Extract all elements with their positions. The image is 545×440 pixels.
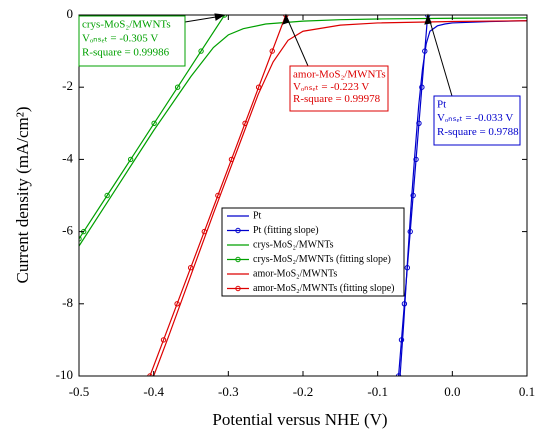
annotation-line: crys-MoS₂/MWNTs	[82, 19, 171, 31]
x-tick-label: -0.4	[143, 384, 164, 399]
data-point	[127, 156, 134, 163]
annotation-line: Pt	[437, 99, 446, 111]
data-point	[401, 301, 408, 307]
legend-marker	[235, 256, 241, 263]
y-tick-label: -10	[56, 367, 73, 382]
y-tick-label: -6	[62, 223, 73, 238]
data-point	[228, 156, 235, 163]
data-point	[413, 156, 419, 163]
data-point	[404, 265, 411, 271]
legend-label: crys-MoS₂/MWNTs (fitting slope)	[253, 254, 391, 265]
data-point	[255, 84, 262, 90]
data-point	[160, 337, 167, 343]
legend-label: Pt (fitting slope)	[253, 225, 319, 236]
annotation-line: R-square = 0.99978	[293, 93, 381, 105]
x-tick-label: -0.5	[69, 384, 90, 399]
data-point	[242, 120, 248, 127]
data-point	[198, 48, 204, 54]
annotation-line: R-square = 0.9788	[437, 126, 519, 138]
legend-marker	[235, 227, 241, 234]
legend-box	[221, 207, 405, 297]
series-line	[153, 20, 527, 376]
series-line	[79, 15, 226, 240]
data-point	[410, 192, 416, 199]
y-tick-label: -2	[62, 78, 73, 93]
x-tick-label: -0.3	[218, 384, 239, 399]
annotation-line: Vₒₙₛₑₜ = -0.305 V	[82, 33, 158, 45]
data-point	[174, 84, 181, 90]
data-point	[215, 192, 221, 199]
legend-label: crys-MoS₂/MWNTs	[253, 239, 334, 250]
x-tick-label: 0.1	[519, 384, 535, 399]
data-point	[398, 337, 405, 343]
data-point	[419, 84, 425, 90]
annotation-arrows	[184, 13, 453, 97]
data-point	[201, 228, 207, 235]
legend-label: amor-MoS₂/MWNTs (fitting slope)	[253, 283, 394, 294]
data-point	[151, 120, 157, 127]
legend: Pt Pt (fitting slope) crys-MoS₂/MWNTs crys-…	[221, 207, 405, 297]
data-point	[104, 192, 110, 199]
annotation-box	[433, 95, 521, 146]
x-tick-label: -0.2	[293, 384, 314, 399]
data-point	[188, 265, 194, 271]
y-tick-label: -4	[62, 150, 73, 165]
x-tick-label: 0.0	[444, 384, 460, 399]
y-tick-label: 0	[67, 6, 74, 21]
series-line	[149, 15, 287, 376]
series-line	[397, 15, 429, 376]
annotation-line: amor-MoS₂/MWNTs	[293, 69, 386, 81]
annotation-line: Vₒₙₛₑₜ = -0.223 V	[293, 81, 369, 93]
series-line	[399, 20, 527, 376]
y-axis-label: Current density (mA/cm²)	[13, 107, 32, 284]
plot-area	[79, 15, 527, 376]
legend-label: amor-MoS₂/MWNTs	[253, 268, 337, 279]
data-point	[422, 48, 428, 54]
y-tick-label: -8	[62, 295, 73, 310]
legend-marker	[235, 285, 241, 292]
annotation-box	[289, 65, 389, 112]
x-tick-label: -0.1	[367, 384, 388, 399]
annotation: crys-MoS₂/MWNTs Vₒₙₛₑₜ = -0.305 V R-square…	[78, 15, 186, 67]
annotation-line: Vₒₙₛₑₜ = -0.033 V	[437, 112, 513, 124]
annotation-box	[78, 15, 186, 67]
data-point	[416, 120, 422, 127]
x-axis-label: Potential versus NHE (V)	[212, 410, 387, 429]
data-point	[269, 48, 275, 54]
annotation-line: R-square = 0.99986	[82, 47, 170, 59]
data-point	[174, 301, 180, 307]
data-point	[407, 228, 413, 235]
legend-label: Pt	[253, 210, 262, 221]
